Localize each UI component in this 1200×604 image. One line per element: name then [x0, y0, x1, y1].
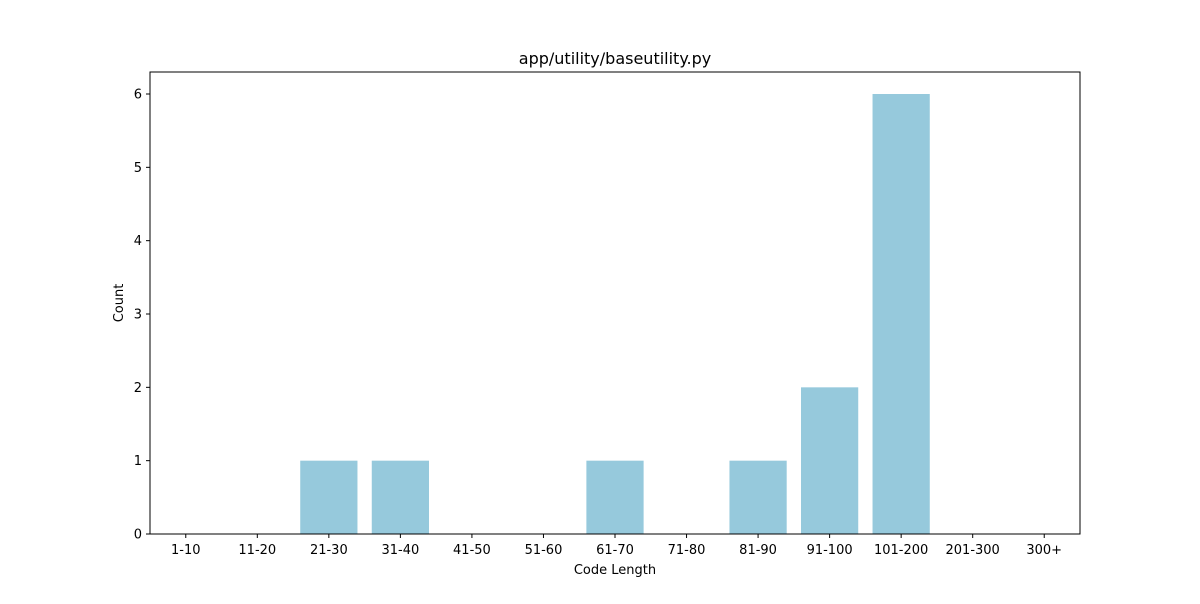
x-axis-label: Code Length: [574, 563, 656, 578]
x-tick-label: 1-10: [171, 543, 201, 558]
bar-31-40: [371, 460, 429, 534]
bar-21-30: [300, 460, 358, 534]
x-tick-label: 31-40: [381, 543, 419, 558]
x-tick-label: 61-70: [596, 543, 634, 558]
bars-layer: [300, 94, 930, 534]
bar-91-100: [801, 387, 859, 534]
bar-61-70: [586, 460, 644, 534]
chart-title: app/utility/baseutility.py: [519, 49, 711, 68]
y-tick-label: 3: [134, 308, 142, 323]
x-tick-label: 41-50: [453, 543, 491, 558]
bar-81-90: [729, 460, 787, 534]
bar-101-200: [872, 94, 930, 534]
y-tick-label: 5: [134, 161, 142, 176]
y-tick-label: 0: [134, 528, 142, 543]
x-tick-label: 201-300: [946, 543, 1000, 558]
x-tick-label: 81-90: [739, 543, 777, 558]
x-tick-label: 71-80: [668, 543, 706, 558]
x-tick-label: 91-100: [807, 543, 853, 558]
y-axis: 0 1 2 3 4 5 6: [134, 88, 150, 543]
y-tick-label: 4: [134, 234, 142, 249]
y-tick-label: 2: [134, 381, 142, 396]
x-tick-label: 300+: [1026, 543, 1062, 558]
x-tick-label: 11-20: [238, 543, 276, 558]
x-tick-label: 101-200: [874, 543, 928, 558]
y-axis-label: Count: [112, 284, 127, 323]
x-axis: 1-10 11-20 21-30 31-40 41-50 51-60 61-70 71-80 8…: [171, 534, 1062, 558]
y-tick-label: 6: [134, 88, 142, 103]
y-tick-label: 1: [134, 454, 142, 469]
x-tick-label: 21-30: [310, 543, 348, 558]
x-tick-label: 51-60: [525, 543, 563, 558]
